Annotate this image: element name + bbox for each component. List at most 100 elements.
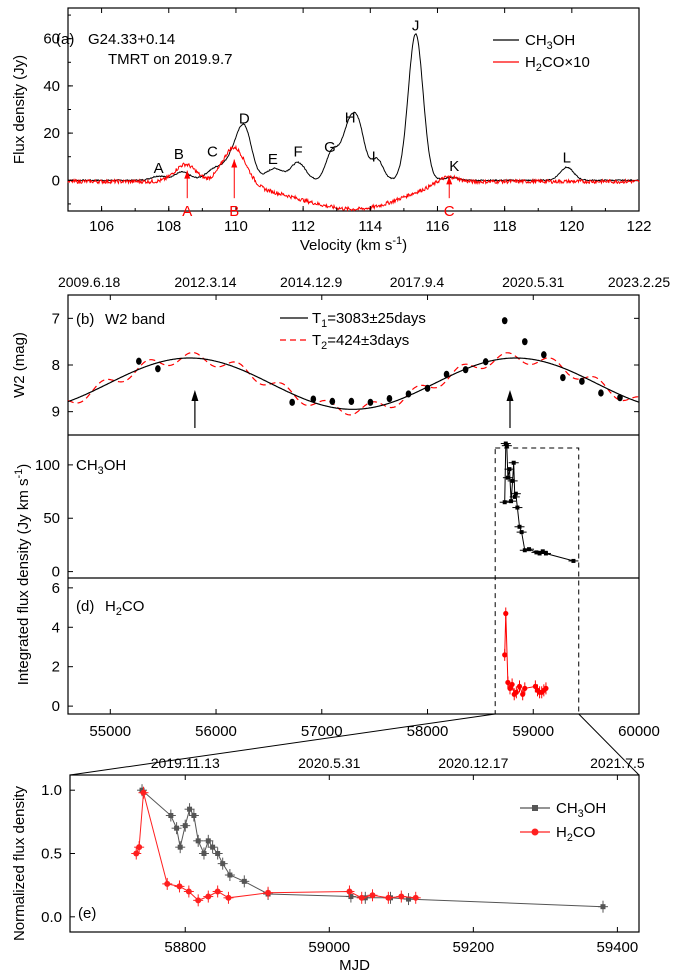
h2co-point bbox=[507, 685, 513, 691]
w2-point bbox=[405, 390, 412, 398]
panel-b-letter: (b) bbox=[76, 311, 94, 328]
legend-entry-rest: OH bbox=[584, 800, 607, 817]
y-tick-label: 6 bbox=[52, 580, 60, 597]
y-axis-label: Flux density (Jy) bbox=[11, 55, 28, 164]
ch3oh-point bbox=[507, 467, 512, 472]
date-label: 2012.3.14 bbox=[174, 274, 236, 290]
legend-entry-rest: CO bbox=[573, 824, 596, 841]
red-arrow-head bbox=[184, 170, 191, 179]
legend-entry: CH3OH bbox=[525, 32, 575, 52]
w2-point bbox=[560, 374, 566, 382]
peak-label: H bbox=[345, 109, 356, 126]
fit-line-t2 bbox=[67, 351, 640, 416]
peak-label: J bbox=[412, 17, 420, 34]
peak-label: F bbox=[293, 144, 302, 161]
ch3oh-norm-point bbox=[348, 894, 354, 900]
fit-legend-entry-sub: 1 bbox=[321, 318, 327, 330]
fit-legend-entry-main: T bbox=[312, 310, 321, 327]
panel-d-title-sub: 2 bbox=[116, 606, 122, 618]
ch3oh-norm-point bbox=[205, 838, 211, 844]
date-label: 2020.5.31 bbox=[298, 755, 360, 771]
h2co-norm-point bbox=[358, 894, 365, 901]
ch3oh-point bbox=[543, 551, 548, 556]
w2-point bbox=[598, 389, 604, 397]
x-tick-label: 57000 bbox=[301, 723, 343, 740]
w2-point bbox=[443, 370, 450, 378]
ch3oh-point bbox=[509, 499, 514, 504]
h2co-norm-point bbox=[214, 888, 221, 895]
w2-point bbox=[136, 357, 142, 365]
panel-d-title-main: H bbox=[105, 598, 116, 615]
y-axis-label-sup: -1 bbox=[13, 469, 25, 479]
ch3oh-point bbox=[527, 547, 532, 552]
y-tick-label: 7 bbox=[52, 310, 60, 327]
ch3oh-point bbox=[534, 550, 539, 555]
h2co-norm-point bbox=[140, 789, 147, 796]
y-tick-label: 1.0 bbox=[41, 782, 62, 799]
panel-e-letter: (e) bbox=[78, 905, 96, 922]
w2-point bbox=[329, 397, 336, 405]
red-arrow-head bbox=[231, 159, 238, 168]
peak-label: E bbox=[268, 151, 278, 168]
panels-bcd-frame bbox=[67, 294, 640, 715]
peak-label: B bbox=[174, 146, 184, 163]
w2-point bbox=[424, 384, 431, 392]
ch3oh-point bbox=[510, 478, 515, 483]
ch3oh-point bbox=[513, 491, 518, 496]
date-label: 2017.9.4 bbox=[390, 274, 445, 290]
x-tick-label: 56000 bbox=[195, 723, 237, 740]
ch3oh-point bbox=[503, 441, 508, 446]
w2-point bbox=[617, 394, 623, 402]
panel-a: 106 108 110 112 114 116 118 120 122 0 20 40 60 Veloci… bbox=[11, 7, 652, 254]
h2co-norm-point bbox=[225, 894, 232, 901]
panel-d-letter: (d) bbox=[76, 598, 94, 615]
y-tick-label: 8 bbox=[52, 357, 60, 374]
h2co-point bbox=[532, 683, 538, 690]
panel-d-title: H2CO bbox=[105, 598, 144, 618]
h2co-norm-point bbox=[412, 894, 419, 901]
peak-label: C bbox=[207, 144, 218, 161]
panel-c-title-sub: 3 bbox=[98, 465, 104, 477]
fit-legend-entry-sub: 2 bbox=[321, 340, 327, 352]
spectrum-line-1 bbox=[67, 144, 640, 212]
w2-point bbox=[289, 398, 295, 406]
y-tick-label: 20 bbox=[43, 125, 60, 142]
y-axis-label-main: Integrated flux density (Jy km s bbox=[15, 479, 32, 686]
h2co-norm-point bbox=[369, 892, 376, 899]
ch3oh-point bbox=[515, 505, 520, 510]
legend-entry-rest: OH bbox=[553, 32, 576, 49]
ch3oh-norm-point bbox=[215, 851, 221, 856]
x-axis-label-close: ) bbox=[402, 237, 407, 254]
legend-entry-main: CH bbox=[556, 800, 578, 817]
h2co-point bbox=[522, 685, 528, 691]
x-tick-label: 60000 bbox=[618, 723, 660, 740]
fit-line-t1 bbox=[67, 357, 640, 410]
w2-point bbox=[579, 377, 585, 385]
ch3oh-norm-point bbox=[241, 878, 247, 884]
h2co-point bbox=[513, 689, 519, 695]
w2-point bbox=[367, 398, 374, 406]
h2co-norm-point bbox=[398, 893, 405, 900]
w2-point bbox=[522, 338, 528, 346]
w2-point bbox=[541, 351, 547, 359]
ch3oh-norm-point bbox=[182, 823, 188, 829]
red-arrow-head bbox=[446, 176, 453, 185]
date-label: 2020.12.17 bbox=[438, 755, 508, 771]
panel-d-title-rest: CO bbox=[122, 598, 145, 615]
zoom-connector bbox=[578, 713, 640, 776]
x-tick-label: 58800 bbox=[164, 939, 206, 956]
x-tick-label: 120 bbox=[559, 218, 584, 235]
legend-entry-main: H bbox=[556, 824, 567, 841]
h2co-point bbox=[516, 683, 523, 690]
ch3oh-norm-point bbox=[191, 813, 197, 819]
h2co-point bbox=[505, 679, 511, 686]
date-label: 2014.12.9 bbox=[280, 274, 342, 290]
x-axis-label-main: Velocity (km s bbox=[300, 237, 393, 254]
x-tick-label: 116 bbox=[426, 218, 450, 235]
x-tick-label: 59400 bbox=[597, 939, 639, 956]
w2-point bbox=[155, 365, 161, 373]
y-tick-label: 4 bbox=[52, 619, 60, 636]
ch3oh-norm-point bbox=[168, 813, 174, 819]
